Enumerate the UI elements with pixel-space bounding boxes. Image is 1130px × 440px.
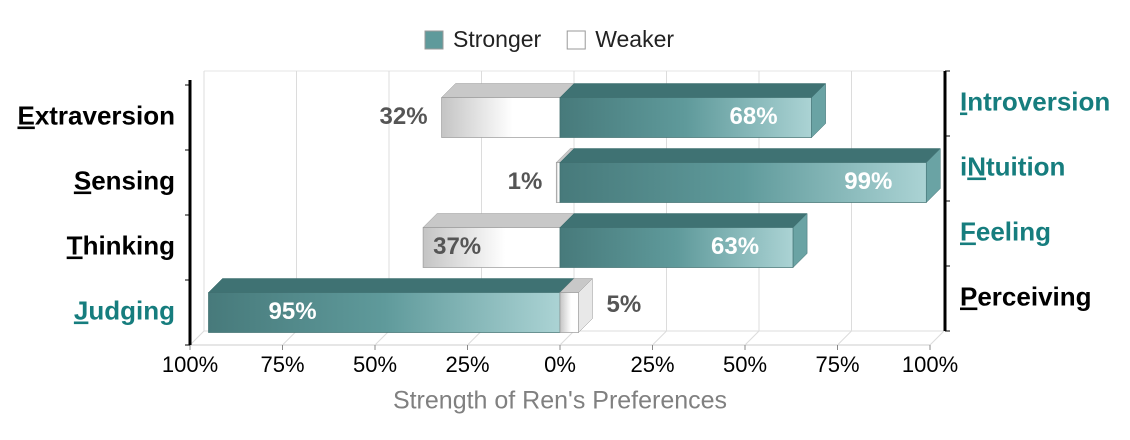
x-axis-title: Strength of Ren's Preferences bbox=[393, 387, 727, 415]
legend-label: Stronger bbox=[453, 26, 542, 52]
grid-line bbox=[929, 71, 945, 346]
bar-side bbox=[811, 82, 826, 139]
x-tick-label: 25% bbox=[630, 352, 674, 377]
bar-top bbox=[559, 83, 827, 98]
bar-top bbox=[440, 83, 575, 98]
bar-front bbox=[559, 227, 794, 268]
category-label: iNtuition bbox=[960, 151, 1065, 181]
x-tick-label: 100% bbox=[902, 352, 958, 377]
value-label: 32% bbox=[380, 103, 428, 130]
value-label: 37% bbox=[433, 233, 481, 260]
category-label: Sensing bbox=[74, 165, 175, 195]
legend-swatch bbox=[566, 30, 586, 50]
value-label: 95% bbox=[269, 298, 317, 325]
bar-front bbox=[559, 292, 579, 333]
x-tick-label: 75% bbox=[815, 352, 859, 377]
legend-label: Weaker bbox=[595, 26, 674, 52]
bar-top bbox=[559, 213, 808, 228]
category-label: Judging bbox=[74, 295, 175, 325]
grid-line bbox=[189, 71, 205, 346]
category-label: Feeling bbox=[960, 216, 1051, 246]
bar bbox=[440, 83, 575, 138]
x-tick-label: 25% bbox=[445, 352, 489, 377]
bar-side bbox=[578, 277, 593, 334]
x-tick-label: 0% bbox=[544, 352, 576, 377]
grid-line bbox=[837, 71, 852, 346]
bar-front bbox=[555, 162, 561, 203]
value-label: 99% bbox=[844, 168, 892, 195]
value-label: 1% bbox=[508, 168, 543, 195]
bar bbox=[207, 278, 575, 333]
bar bbox=[422, 213, 575, 268]
bar-front bbox=[441, 97, 561, 138]
bar-top bbox=[422, 213, 575, 228]
category-label: Perceiving bbox=[960, 281, 1092, 311]
bar-front bbox=[422, 227, 561, 268]
bar-front bbox=[208, 292, 561, 333]
bar bbox=[559, 82, 827, 139]
x-tick-label: 100% bbox=[162, 352, 218, 377]
bar bbox=[559, 212, 808, 269]
value-label: 5% bbox=[607, 291, 642, 318]
value-label: 63% bbox=[711, 233, 759, 260]
bar bbox=[559, 147, 941, 204]
category-label: Thinking bbox=[67, 230, 175, 260]
legend-swatch bbox=[424, 30, 444, 50]
x-tick-label: 50% bbox=[353, 352, 397, 377]
bar-top bbox=[207, 278, 575, 293]
bar-side bbox=[792, 212, 808, 269]
x-tick-label: 50% bbox=[723, 352, 767, 377]
value-label: 68% bbox=[730, 103, 778, 130]
bar-side bbox=[926, 147, 941, 204]
x-tick-label: 75% bbox=[260, 352, 304, 377]
bar bbox=[559, 277, 594, 334]
bar-top bbox=[559, 148, 941, 163]
category-label: Introversion bbox=[960, 86, 1110, 116]
category-label: Extraversion bbox=[17, 100, 175, 130]
